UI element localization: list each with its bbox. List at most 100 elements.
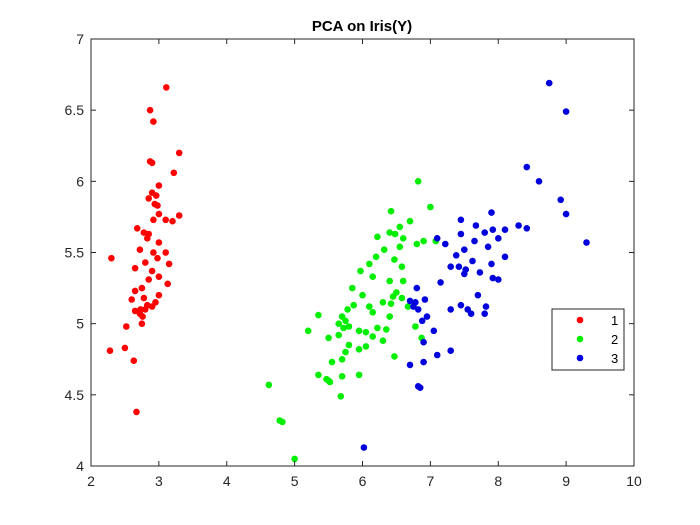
data-point-series-3 [406, 297, 414, 305]
data-points [106, 79, 590, 463]
data-point-series-1 [108, 254, 115, 262]
data-point-series-2 [383, 326, 390, 333]
data-point-series-2 [342, 317, 349, 325]
data-point-series-1 [148, 267, 156, 275]
data-point-series-1 [133, 408, 140, 416]
data-point-series-1 [130, 357, 138, 365]
data-point-series-1 [131, 264, 139, 272]
data-point-series-3 [484, 243, 492, 251]
data-point-series-1 [145, 195, 152, 202]
data-point-series-2 [344, 306, 351, 313]
data-point-series-2 [315, 311, 322, 319]
data-point-series-3 [433, 351, 441, 359]
data-point-series-1 [175, 149, 183, 157]
data-point-series-2 [315, 371, 322, 379]
data-point-series-3 [467, 310, 475, 318]
data-point-series-1 [164, 280, 171, 288]
data-point-series-1 [155, 239, 163, 246]
axes-background [91, 39, 634, 466]
data-point-series-2 [304, 327, 312, 335]
data-point-series-2 [427, 203, 434, 211]
data-point-series-2 [345, 341, 353, 349]
data-point-series-3 [482, 303, 490, 310]
data-point-series-1 [148, 159, 156, 167]
data-point-series-2 [279, 418, 286, 426]
data-point-series-2 [359, 291, 366, 299]
data-point-series-1 [152, 192, 160, 199]
y-tick-label: 7 [76, 31, 84, 47]
data-point-series-1 [121, 344, 129, 352]
data-point-series-2 [399, 235, 407, 242]
data-point-series-2 [398, 294, 406, 302]
x-tick-label: 4 [223, 473, 231, 489]
data-point-series-2 [399, 277, 407, 285]
data-point-series-3 [430, 327, 438, 335]
series-3 [360, 79, 590, 451]
data-point-series-3 [523, 163, 531, 171]
series-1 [106, 84, 183, 416]
data-point-series-2 [391, 230, 399, 238]
data-point-series-1 [154, 254, 161, 262]
x-tick-label: 2 [87, 473, 95, 489]
data-point-series-2 [369, 333, 377, 340]
legend-box [551, 308, 625, 371]
legend-marker [576, 316, 584, 324]
data-point-series-2 [328, 358, 336, 366]
tick-labels: 2 3 4 5 6 7 8 9 10 4 4.5 5 5.5 6 6.5 7 [65, 31, 642, 489]
data-point-series-3 [501, 253, 509, 261]
data-point-series-3 [557, 196, 564, 204]
data-point-series-1 [133, 225, 141, 232]
data-point-series-1 [142, 259, 149, 266]
data-point-series-2 [391, 256, 398, 263]
data-point-series-3 [420, 338, 427, 346]
data-point-series-3 [447, 263, 455, 271]
y-tick-label: 6.5 [65, 102, 85, 118]
data-point-series-2 [355, 371, 363, 379]
data-point-series-3 [545, 79, 553, 87]
data-point-series-1 [165, 260, 173, 268]
data-point-series-3 [562, 210, 570, 218]
data-point-series-2 [380, 246, 388, 253]
data-point-series-3 [414, 306, 422, 313]
data-point-series-3 [457, 301, 465, 309]
data-point-series-3 [447, 347, 455, 355]
data-point-series-3 [461, 246, 468, 253]
data-point-series-2 [369, 309, 377, 316]
data-point-series-3 [420, 358, 427, 366]
data-point-series-2 [326, 378, 334, 386]
data-point-series-3 [447, 306, 455, 313]
data-point-series-2 [366, 303, 373, 310]
data-point-series-2 [379, 337, 387, 345]
data-point-series-2 [338, 356, 346, 363]
data-point-series-3 [515, 222, 522, 229]
x-tick-label: 7 [426, 473, 434, 489]
data-point-series-3 [535, 178, 543, 185]
data-point-series-3 [416, 384, 424, 392]
y-tick-label: 5 [76, 316, 84, 332]
data-point-series-3 [423, 313, 431, 320]
data-point-series-2 [420, 237, 427, 245]
x-tick-label: 5 [291, 473, 299, 489]
data-point-series-2 [335, 320, 343, 328]
data-point-series-3 [501, 226, 509, 233]
data-point-series-2 [355, 346, 363, 353]
data-point-series-2 [386, 313, 394, 320]
data-point-series-2 [366, 260, 373, 268]
data-point-series-3 [469, 257, 476, 265]
data-point-series-1 [175, 212, 183, 219]
data-point-series-3 [481, 229, 489, 236]
data-point-series-1 [131, 287, 139, 295]
data-point-series-3 [452, 252, 460, 259]
data-point-series-2 [396, 243, 404, 251]
tick-marks [90, 38, 635, 467]
data-point-series-1 [145, 276, 152, 283]
data-point-series-3 [413, 284, 421, 292]
data-point-series-3 [461, 270, 468, 278]
data-point-series-1 [148, 303, 156, 310]
data-point-series-1 [162, 216, 169, 224]
data-point-series-1 [128, 296, 135, 303]
data-point-series-1 [138, 320, 146, 328]
data-point-series-2 [387, 207, 395, 215]
data-point-series-2 [265, 381, 273, 389]
data-point-series-1 [140, 294, 148, 302]
